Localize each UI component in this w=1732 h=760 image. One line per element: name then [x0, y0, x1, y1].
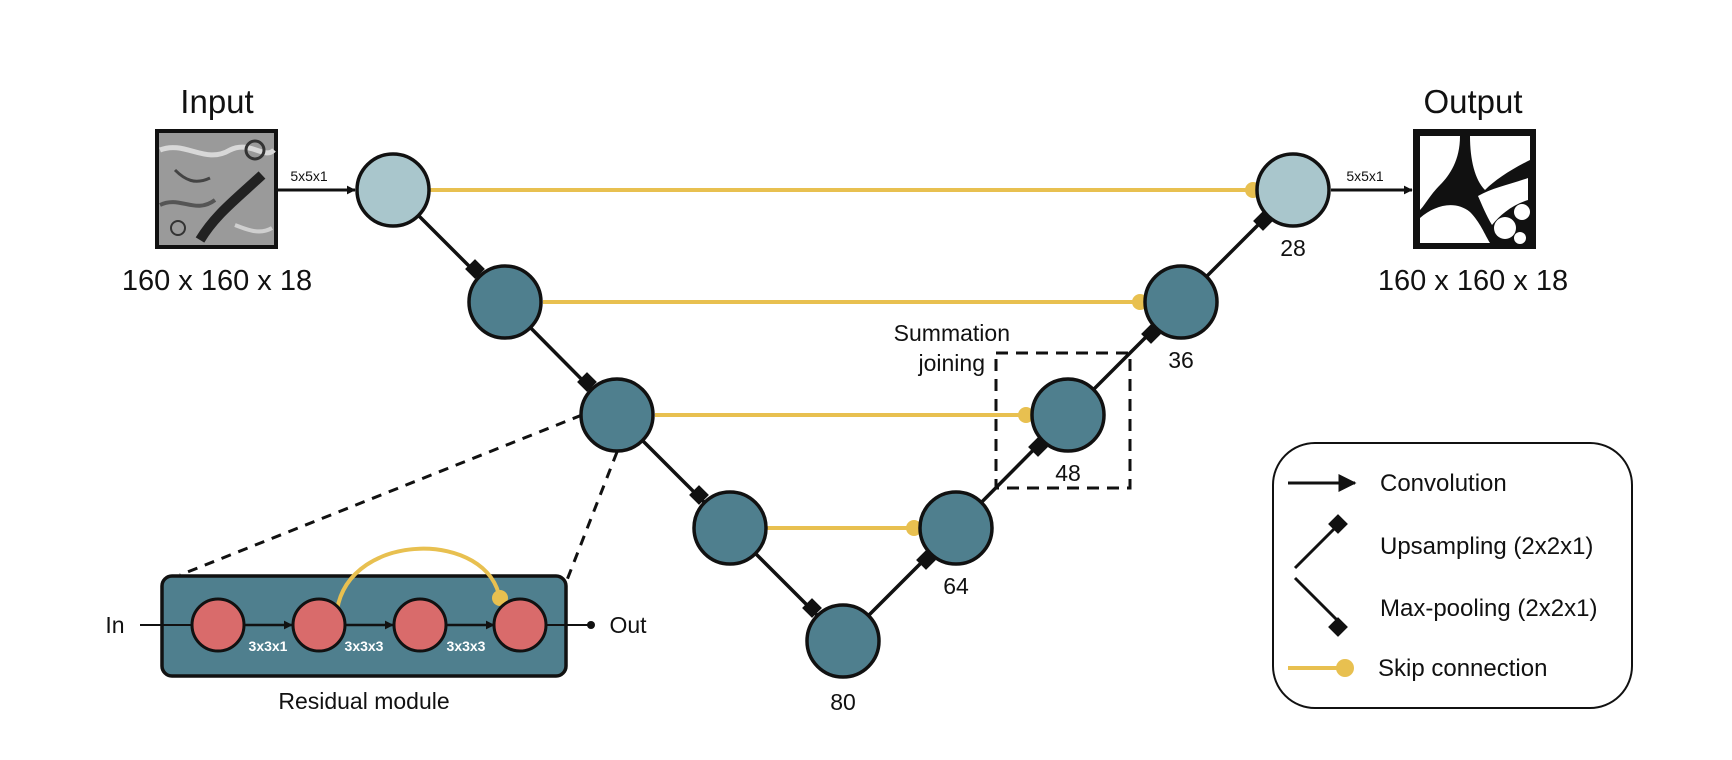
residual-node-3 — [392, 597, 448, 653]
summation-label-line1: Summation — [894, 320, 1010, 346]
legend-upsampling-diamond — [1328, 514, 1348, 534]
residual-node-4 — [492, 597, 548, 653]
node-label-28: 28 — [1280, 235, 1306, 261]
residual-skip-arc — [335, 546, 502, 611]
residual-out-dot — [587, 621, 595, 629]
output-title: Output — [1423, 83, 1522, 120]
skip-dot-4 — [906, 520, 922, 536]
skip-dot-3 — [1018, 407, 1034, 423]
legend-upsampling-icon — [1293, 524, 1339, 570]
maxpool-diamond-3 — [689, 485, 709, 505]
legend-maxpooling-icon — [1293, 576, 1339, 622]
encoder-node-3 — [579, 377, 655, 453]
legend-label-skip: Skip connection — [1378, 655, 1547, 682]
legend-label-maxpooling: Max-pooling (2x2x1) — [1380, 595, 1597, 622]
encoder-node-4 — [692, 490, 768, 566]
bottleneck-node — [805, 603, 881, 679]
decoder-node-36 — [1143, 264, 1219, 340]
residual-conv-label-3: 3x3x3 — [447, 638, 486, 654]
legend-label-upsampling: Upsampling (2x2x1) — [1380, 533, 1593, 560]
zoom-line-right — [565, 451, 619, 581]
legend-label-convolution: Convolution — [1380, 470, 1507, 497]
input-conv-label: 5x5x1 — [290, 168, 328, 184]
legend: Convolution Upsampling (2x2x1) Max-pooli… — [1272, 442, 1633, 709]
skip-connections — [430, 182, 1261, 536]
residual-in-label: In — [105, 612, 124, 638]
legend-maxpooling-diamond — [1328, 617, 1348, 637]
residual-conv-label-2: 3x3x3 — [345, 638, 384, 654]
input-image — [155, 129, 278, 249]
residual-node-2 — [291, 597, 347, 653]
residual-conv-label-1: 3x3x1 — [249, 638, 288, 654]
encoder-node-2 — [467, 264, 543, 340]
residual-skip-dot — [492, 590, 508, 606]
node-label-64: 64 — [943, 573, 969, 599]
node-label-80: 80 — [830, 689, 856, 715]
residual-out-label: Out — [609, 612, 647, 638]
node-label-48: 48 — [1055, 460, 1081, 486]
output-conv-label: 5x5x1 — [1346, 168, 1384, 184]
encoder-node-1 — [355, 152, 431, 228]
residual-module-title: Residual module — [278, 688, 449, 714]
node-label-36: 36 — [1168, 347, 1194, 373]
legend-skip-dot — [1336, 659, 1354, 677]
output-image — [1413, 129, 1536, 249]
residual-node-1 — [190, 597, 246, 653]
decoder-node-64 — [918, 490, 994, 566]
network-nodes — [355, 152, 1331, 679]
residual-module: 3x3x1 3x3x3 3x3x3 — [140, 546, 595, 678]
maxpool-diamond-4 — [802, 598, 822, 618]
summation-label-line2: joining — [918, 350, 986, 376]
input-dims: 160 x 160 x 18 — [122, 265, 312, 297]
legend-box — [1272, 442, 1633, 709]
zoom-line-left — [179, 413, 583, 577]
decoder-node-48 — [1030, 377, 1106, 453]
output-dims: 160 x 160 x 18 — [1378, 265, 1568, 297]
input-title: Input — [180, 83, 253, 120]
summation-box — [994, 351, 1132, 490]
decoder-node-28 — [1255, 152, 1331, 228]
